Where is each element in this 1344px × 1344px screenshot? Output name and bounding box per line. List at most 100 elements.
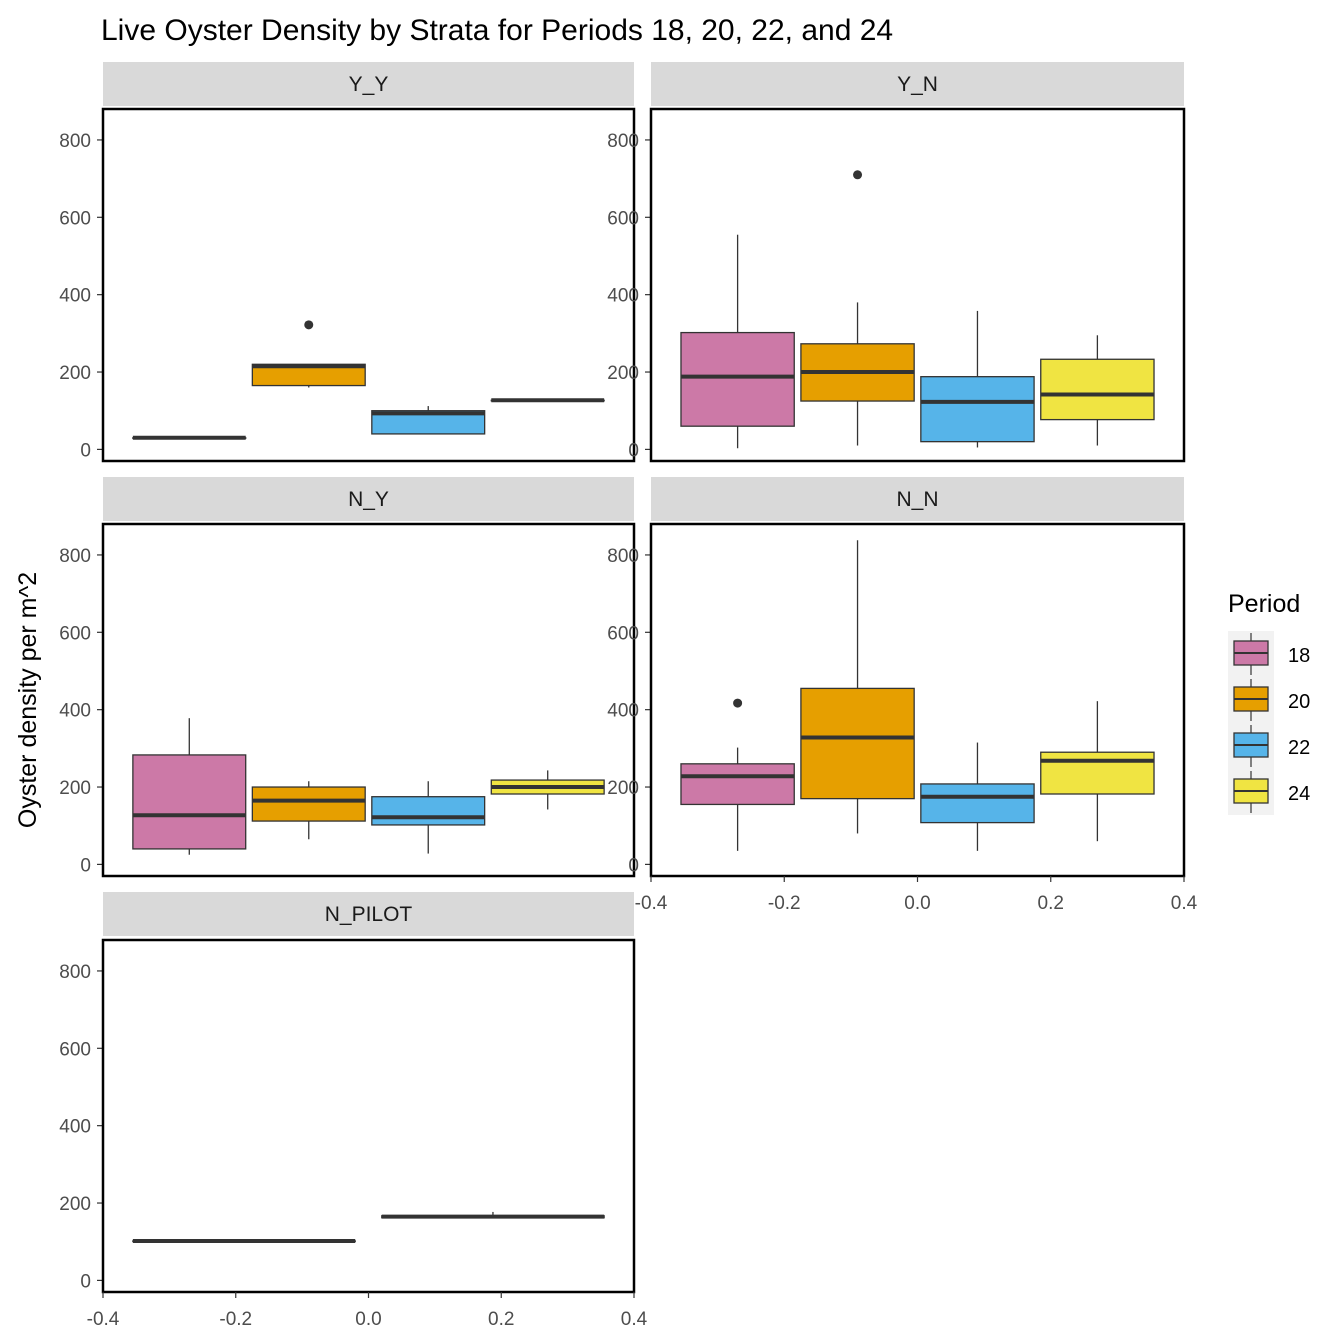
box-period-18: [680, 698, 795, 851]
box-period-24: [1040, 701, 1155, 842]
y-tick-label: 800: [59, 131, 91, 152]
legend-label: 24: [1288, 783, 1310, 805]
box-period-22: [920, 742, 1035, 851]
y-tick-label: 0: [628, 440, 639, 461]
box: [680, 331, 795, 427]
y-tick-label: 0: [80, 440, 91, 461]
y-tick-label: 200: [59, 778, 91, 799]
box: [371, 796, 486, 826]
facet-strip: [103, 892, 634, 936]
box-period-20: [251, 320, 366, 388]
x-tick-label: 0.2: [1038, 893, 1064, 914]
facet-strip: [651, 477, 1184, 521]
y-tick-label: 600: [59, 208, 91, 229]
y-tick-label: 600: [59, 1039, 91, 1060]
box-period-20: [251, 781, 366, 840]
box: [371, 410, 486, 435]
facet-panels: Y_Y 0 200 400 600 800 Y_N 0 200 400 600 800 N_Y 0 200 4…: [59, 62, 1198, 1330]
y-tick-label: 800: [59, 546, 91, 567]
outlier-point: [853, 170, 863, 180]
x-tick-label: -0.2: [219, 1309, 252, 1330]
box-period-22: [381, 1211, 605, 1219]
box-period-20: [800, 540, 915, 834]
panel-y-y: Y_Y 0 200 400 600 800: [59, 62, 636, 463]
y-tick-label: 200: [607, 363, 639, 384]
box-period-18: [680, 234, 795, 449]
y-tick-label: 400: [607, 286, 639, 307]
box: [680, 763, 795, 806]
box-period-24: [490, 398, 605, 403]
box-period-22: [920, 310, 1035, 448]
panel-y-n: Y_N 0 200 400 600 800: [607, 62, 1186, 463]
y-tick-label: 800: [607, 131, 639, 152]
y-tick-label: 400: [59, 1117, 91, 1138]
outlier-point: [304, 320, 314, 330]
legend-label: 22: [1288, 737, 1310, 759]
y-tick-label: 200: [59, 1194, 91, 1215]
y-tick-label: 200: [59, 363, 91, 384]
facet-strip-label: N_N: [896, 488, 938, 511]
x-tick-label: -0.4: [87, 1309, 120, 1330]
box: [1040, 751, 1155, 795]
panel-border: [649, 107, 1186, 463]
legend-entry-18: 18: [1228, 631, 1310, 677]
legend-label: 18: [1288, 645, 1310, 667]
facet-strip: [103, 62, 634, 106]
facet-strip-label: Y_Y: [349, 73, 389, 96]
box-period-22: [371, 406, 486, 435]
y-tick-label: 600: [59, 623, 91, 644]
box-period-18: [132, 718, 247, 855]
facet-strip-label: N_Y: [348, 488, 389, 511]
box-period-24: [1040, 335, 1155, 446]
y-axis-label: Oyster density per m^2: [14, 572, 42, 828]
y-tick-label: 200: [607, 778, 639, 799]
facet-strip: [103, 477, 634, 521]
box-period-24: [490, 770, 605, 810]
panel-n-pilot: N_PILOT 0 200 400 600 800 -0.4 -0.2 0.0 0.2 0.4: [59, 892, 648, 1330]
box-period-18: [132, 435, 247, 440]
y-tick-label: 800: [607, 546, 639, 567]
panel-border: [101, 522, 636, 878]
facet-strip-label: Y_N: [897, 73, 938, 96]
y-tick-label: 600: [607, 208, 639, 229]
outlier-point: [733, 698, 743, 708]
legend-label: 20: [1288, 691, 1310, 713]
box-period-20: [800, 170, 915, 446]
chart-title: Live Oyster Density by Strata for Period…: [101, 14, 893, 47]
x-tick-label: 0.0: [355, 1309, 381, 1330]
legend-entry-22: 22: [1228, 723, 1310, 769]
panel-border: [101, 107, 636, 463]
box: [1040, 358, 1155, 421]
facet-strip-label: N_PILOT: [325, 903, 413, 926]
panel-n-y: N_Y 0 200 400 600 800: [59, 477, 636, 878]
box-period-22: [371, 781, 486, 854]
x-tick-label: 0.2: [488, 1309, 514, 1330]
box: [800, 687, 915, 800]
y-tick-label: 400: [607, 701, 639, 722]
box-period-20: [132, 1238, 356, 1243]
y-tick-label: 600: [607, 623, 639, 644]
y-tick-label: 800: [59, 962, 91, 983]
y-tick-label: 400: [59, 701, 91, 722]
x-tick-label: 0.4: [1171, 893, 1198, 914]
box: [920, 376, 1035, 443]
y-tick-label: 400: [59, 286, 91, 307]
x-tick-label: -0.4: [635, 893, 668, 914]
y-tick-label: 0: [80, 855, 91, 876]
box: [251, 786, 366, 822]
legend-entry-20: 20: [1228, 677, 1310, 723]
y-tick-label: 0: [628, 855, 639, 876]
panel-n-n: N_N 0 200 400 600 800 -0.4 -0.2 0.0 0.2 0.4: [607, 477, 1198, 914]
x-tick-label: -0.2: [768, 893, 801, 914]
x-tick-label: 0.0: [904, 893, 930, 914]
legend-title: Period: [1228, 590, 1300, 618]
box: [920, 783, 1035, 824]
facet-strip: [651, 62, 1184, 106]
legend-entry-24: 24: [1228, 769, 1310, 815]
y-tick-label: 0: [80, 1271, 91, 1292]
x-tick-label: 0.4: [621, 1309, 648, 1330]
box: [132, 754, 247, 850]
panel-border: [649, 522, 1186, 878]
legend: Period 18 20 22 24: [1228, 590, 1310, 815]
